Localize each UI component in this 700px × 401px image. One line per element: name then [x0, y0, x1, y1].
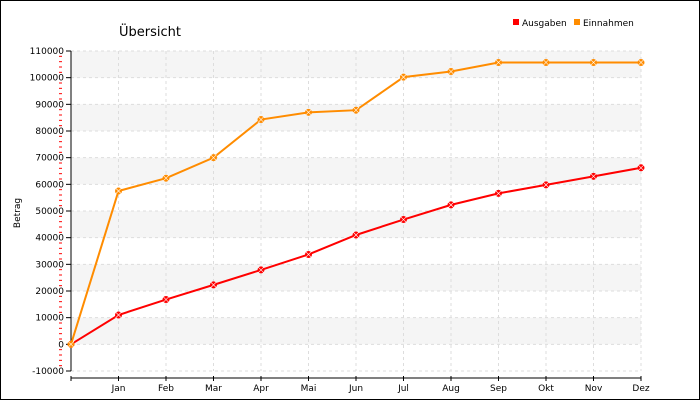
y-tick-label: 80000 [35, 127, 64, 137]
y-tick-label: 100000 [30, 74, 65, 84]
y-tick-label: 30000 [35, 260, 64, 270]
x-tick-label: Jul [397, 384, 409, 394]
y-tick-label: 20000 [35, 287, 64, 297]
data-point-marker [115, 187, 122, 195]
y-tick-label: 110000 [30, 47, 65, 57]
data-point-marker [495, 59, 502, 66]
data-point-marker [210, 154, 217, 161]
x-tick-label: Jun [348, 384, 363, 394]
data-point-marker [352, 231, 360, 239]
y-tick-label: 70000 [35, 154, 64, 164]
data-point-marker [542, 181, 550, 189]
y-tick-label: -10000 [32, 367, 64, 377]
legend-label-einnahmen: Einnahmen [583, 19, 634, 29]
x-tick-label: Okt [538, 384, 554, 394]
data-point-marker [447, 201, 455, 209]
x-tick-label: Dez [632, 384, 649, 394]
data-point-marker [590, 59, 597, 66]
x-tick-label: Feb [158, 384, 174, 394]
data-point-marker [590, 173, 597, 180]
data-point-marker [162, 296, 170, 303]
x-tick-label: Mai [301, 384, 317, 394]
y-tick-label: 40000 [35, 234, 64, 244]
x-tick-label: Jan [111, 384, 126, 394]
x-axis-ticks: Jan Feb Mar Apr Mai Jun Jul Aug Sep Okt Nov Dez [70, 376, 650, 394]
data-point-marker [257, 266, 265, 274]
y-tick-label: 50000 [35, 207, 64, 217]
y-axis-ticks: -10000 0 10000 20000 30000 40000 50000 60000 700… [30, 47, 71, 377]
data-point-marker [210, 281, 217, 289]
data-point-marker [352, 106, 360, 114]
y-tick-label: 10000 [35, 314, 64, 324]
data-point-marker [400, 73, 407, 81]
data-point-marker [637, 59, 645, 66]
legend-swatch-einnahmen [574, 19, 580, 25]
data-point-marker [542, 59, 550, 66]
data-point-marker [162, 174, 170, 182]
legend-swatch-ausgaben [513, 19, 519, 25]
y-axis-title: Betrag [13, 198, 23, 228]
chart-title: Übersicht [119, 23, 181, 40]
x-tick-label: Aug [442, 384, 460, 394]
data-point-marker [257, 116, 265, 123]
x-tick-label: Apr [253, 384, 269, 394]
x-tick-label: Nov [585, 384, 603, 394]
data-point-marker [305, 251, 312, 258]
data-point-marker [495, 190, 502, 197]
data-point-marker [305, 109, 312, 116]
y-tick-label: 90000 [35, 100, 64, 110]
legend-label-ausgaben: Ausgaben [522, 19, 567, 29]
data-point-marker [115, 311, 122, 319]
data-point-marker [67, 341, 75, 348]
x-tick-label: Sep [490, 384, 507, 394]
data-point-marker [400, 216, 407, 223]
series-layer [67, 58, 645, 348]
data-point-marker [637, 164, 645, 172]
y-tick-label: 0 [58, 340, 64, 350]
y-tick-label: 60000 [35, 180, 64, 190]
x-tick-label: Mar [205, 384, 222, 394]
grid-lines [71, 50, 642, 372]
legend: Ausgaben Einnahmen [513, 19, 634, 29]
data-point-marker [447, 68, 455, 75]
